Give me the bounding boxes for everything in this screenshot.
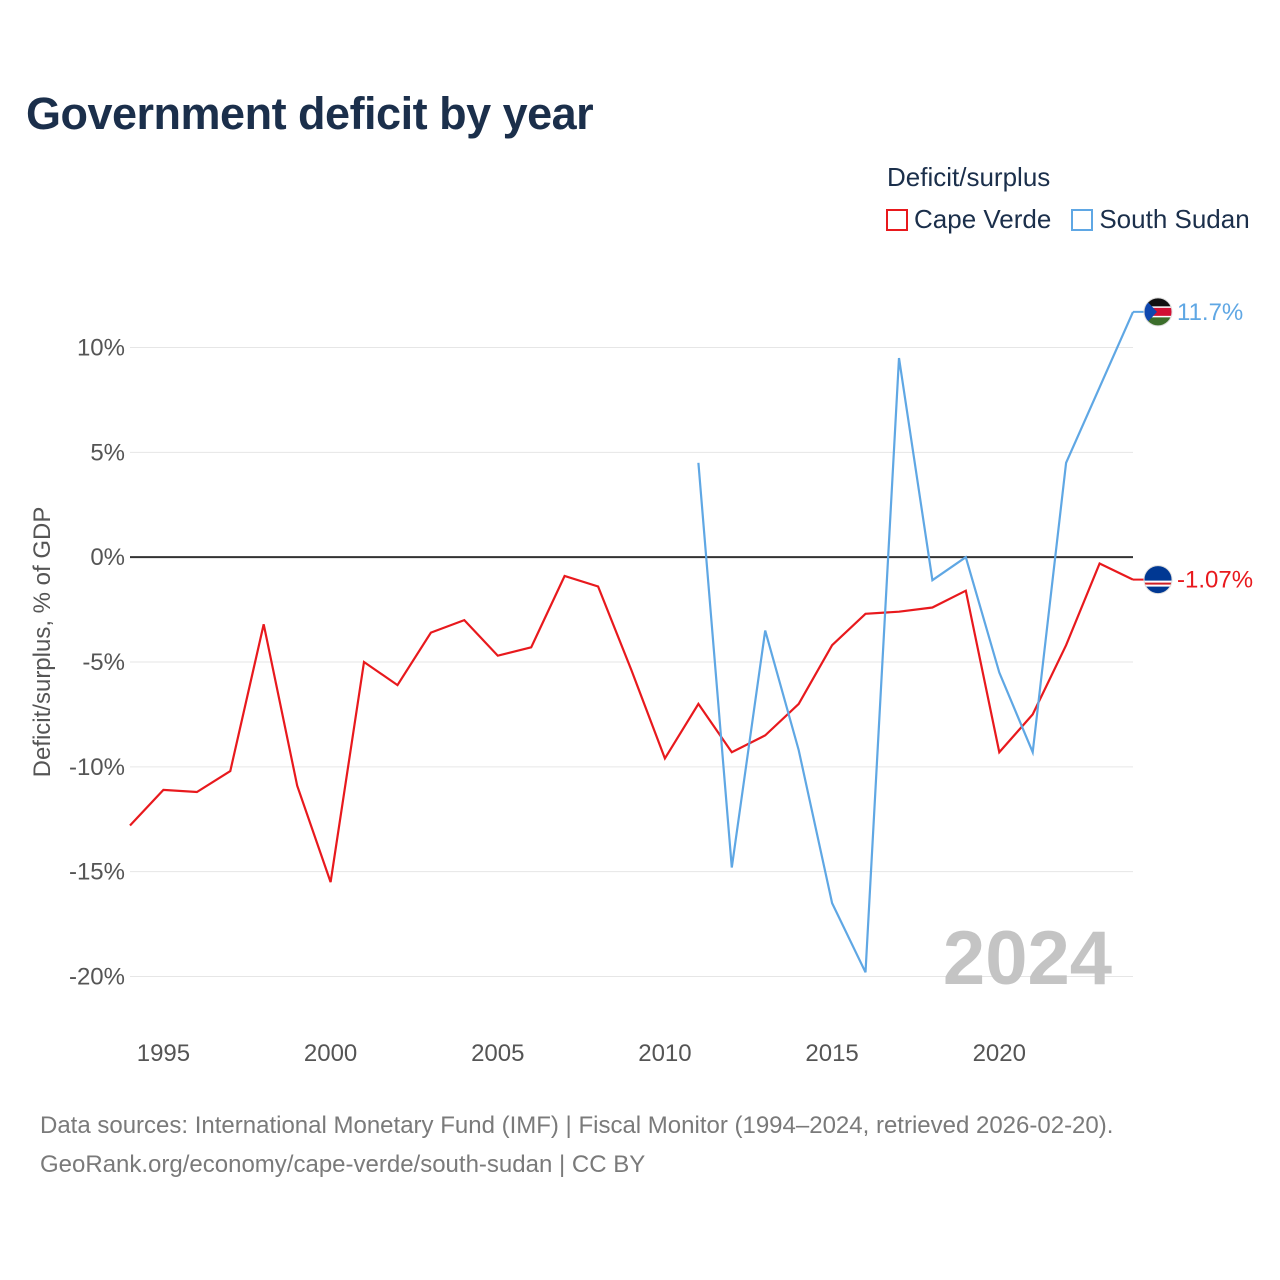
y-tick-label: 10% xyxy=(77,335,125,362)
end-value-label: -1.07% xyxy=(1177,567,1253,594)
y-tick-label: -5% xyxy=(82,649,125,676)
x-axis-ticks: 1995 2000 2005 2010 2015 2020 xyxy=(137,1040,1026,1067)
legend-swatch-cape-verde xyxy=(886,208,908,231)
page-title: Government deficit by year xyxy=(26,88,594,139)
legend: Cape Verde South Sudan xyxy=(886,204,1250,235)
source-line-2[interactable]: GeoRank.org/economy/cape-verde/south-sud… xyxy=(40,1151,646,1178)
grid-lines xyxy=(130,347,1133,977)
x-tick-label: 2010 xyxy=(638,1040,691,1067)
x-tick-label: 2005 xyxy=(471,1040,524,1067)
series-lines xyxy=(129,311,1135,973)
x-tick-label: 2015 xyxy=(805,1040,858,1067)
legend-label-cape-verde: Cape Verde xyxy=(914,204,1052,234)
series-line-south-sudan[interactable] xyxy=(697,311,1135,973)
year-watermark: 2024 xyxy=(943,916,1112,1001)
flag-icon xyxy=(1143,297,1173,327)
legend-item-south-sudan[interactable]: South Sudan xyxy=(1071,204,1250,235)
x-tick-label: 2000 xyxy=(304,1040,357,1067)
series-end-markers: -1.07% 11.7% xyxy=(1133,297,1253,595)
y-tick-label: 5% xyxy=(90,439,125,466)
y-axis-ticks: 10% 5% 0% -5% -10% -15% -20% xyxy=(69,335,125,991)
flag-icon xyxy=(1143,565,1173,595)
end-value-label: 11.7% xyxy=(1177,299,1243,326)
legend-item-cape-verde[interactable]: Cape Verde xyxy=(886,204,1051,235)
source-note: Data sources: International Monetary Fun… xyxy=(40,1106,1113,1184)
source-line-1: Data sources: International Monetary Fun… xyxy=(40,1112,1114,1139)
legend-label-south-sudan: South Sudan xyxy=(1099,204,1250,234)
y-tick-label: -10% xyxy=(69,754,125,781)
x-tick-label: 2020 xyxy=(973,1040,1026,1067)
y-tick-label: -15% xyxy=(69,859,125,886)
y-axis-label: Deficit/surplus, % of GDP xyxy=(29,507,56,778)
legend-title: Deficit/surplus xyxy=(887,162,1051,192)
series-line-cape-verde[interactable] xyxy=(129,562,1134,883)
x-tick-label: 1995 xyxy=(137,1040,190,1067)
y-tick-label: 0% xyxy=(90,544,125,571)
y-tick-label: -20% xyxy=(69,964,125,991)
legend-swatch-south-sudan xyxy=(1071,208,1094,231)
